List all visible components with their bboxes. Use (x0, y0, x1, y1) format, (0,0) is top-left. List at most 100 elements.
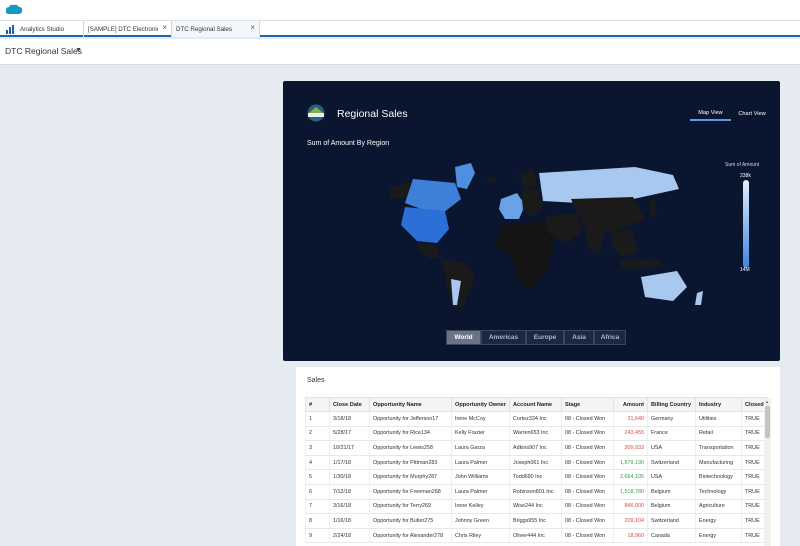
close-icon[interactable]: × (250, 23, 255, 32)
table-row[interactable]: 8 1/16/18 Opportunity for Butler275 Johnny … (305, 513, 768, 529)
column-header[interactable]: Industry (695, 397, 742, 412)
table-cell: 1,879,190 (613, 455, 648, 471)
region-central-asia (571, 197, 645, 233)
table-cell: Oliver444 Inc (509, 528, 562, 544)
tab-label: DTC Regional Sales (176, 25, 233, 33)
table-cell: France (647, 426, 696, 442)
dtc-logo-icon (307, 104, 325, 122)
table-row[interactable]: 5 1/30/18 Opportunity for Murphy287 John Wi… (305, 469, 768, 485)
table-cell: 2,664,105 (613, 469, 648, 485)
world-choropleth-map[interactable] (383, 159, 723, 309)
region-button-world[interactable]: World (446, 330, 481, 345)
table-cell: TRUE (741, 440, 768, 456)
region-new-zealand (695, 291, 703, 305)
table-row[interactable]: 4 1/17/18 Opportunity for Pittman283 Laura … (305, 455, 768, 471)
table-cell: TRUE (741, 455, 768, 471)
widget-title: Sales (307, 377, 325, 384)
close-icon[interactable]: × (162, 23, 167, 32)
table-cell: 08 - Closed Won (561, 440, 614, 456)
table-cell: TRUE (741, 484, 768, 500)
region-usa (401, 207, 449, 243)
table-cell: 6 (305, 484, 330, 500)
table-cell: Opportunity for Murphy287 (369, 469, 452, 485)
legend-gradient-bar (743, 180, 749, 268)
table-cell: Belgium (647, 499, 696, 515)
table-row[interactable]: 6 7/12/18 Opportunity for Freeman268 Laura … (305, 484, 768, 500)
region-india (585, 229, 605, 255)
table-header-row: # Close Date Opportunity Name Opportunit… (305, 397, 768, 412)
legend-title: Sum of Amount (725, 162, 760, 168)
table-cell: Kelly Frazier (451, 426, 510, 442)
table-cell: 10/21/17 (329, 440, 370, 456)
table-cell: TRUE (741, 411, 768, 427)
scrollbar-thumb[interactable] (765, 406, 770, 438)
region-middle-east (545, 213, 583, 243)
region-button-africa[interactable]: Africa (594, 330, 626, 345)
region-button-europe[interactable]: Europe (526, 330, 564, 345)
column-header[interactable]: Stage (561, 397, 614, 412)
region-canada (405, 179, 461, 213)
table-cell: 08 - Closed Won (561, 411, 614, 427)
table-cell: 08 - Closed Won (561, 426, 614, 442)
column-header[interactable]: Close Date (329, 397, 370, 412)
table-cell: TRUE (741, 513, 768, 529)
table-cell: 243,455 (613, 426, 648, 442)
region-japan (649, 199, 657, 219)
table-cell: USA (647, 469, 696, 485)
table-cell: 3 (305, 440, 330, 456)
scroll-up-icon[interactable]: ▲ (765, 399, 769, 404)
column-header[interactable]: Billing Country (647, 397, 696, 412)
table-cell: Manufacturing (695, 455, 742, 471)
table-cell: Opportunity for Freeman268 (369, 484, 452, 500)
region-argentina (451, 279, 461, 305)
sales-table: # Close Date Opportunity Name Opportunit… (305, 397, 768, 544)
table-cell: 7 (305, 499, 330, 515)
salesforce-cloud-icon[interactable] (5, 4, 23, 16)
table-cell: 1/30/18 (329, 469, 370, 485)
column-header[interactable]: Opportunity Name (369, 397, 452, 412)
table-cell: Belgium (647, 484, 696, 500)
tab-map-view[interactable]: Map View (690, 107, 731, 121)
table-cell: 1 (305, 411, 330, 427)
table-cell: 7/12/18 (329, 484, 370, 500)
table-cell: Energy (695, 528, 742, 544)
tab-analytics-studio[interactable]: Analytics Studio (0, 21, 84, 37)
tab-chart-view[interactable]: Chart View (738, 111, 766, 117)
table-cell: TRUE (741, 426, 768, 442)
table-row[interactable]: 1 3/18/18 Opportunity for Jefferson17 Irene… (305, 411, 768, 427)
table-cell: 08 - Closed Won (561, 484, 614, 500)
table-cell: Opportunity for Butler275 (369, 513, 452, 529)
map-subtitle: Sum of Amount By Region (307, 140, 390, 147)
table-cell: Agriculture (695, 499, 742, 515)
tab-label: [SAMPLE] DTC Electronics S... (88, 25, 158, 33)
column-header[interactable]: Amount (613, 397, 648, 412)
region-se-asia (611, 229, 639, 257)
region-button-americas[interactable]: Americas (481, 330, 526, 345)
table-cell: Warren653 Inc (509, 426, 562, 442)
region-australia (641, 271, 687, 301)
table-row[interactable]: 2 5/28/17 Opportunity for Rice134 Kelly Fra… (305, 426, 768, 442)
table-row[interactable]: 9 2/24/18 Opportunity for Alexander278 Chri… (305, 528, 768, 544)
chevron-down-icon[interactable]: ▼ (75, 47, 82, 54)
region-button-asia[interactable]: Asia (564, 330, 594, 345)
table-scrollbar[interactable]: ▲ (764, 398, 771, 546)
table-cell: Germany (647, 411, 696, 427)
table-cell: 21,640 (613, 411, 648, 427)
table-row[interactable]: 3 10/21/17 Opportunity for Lewis258 Laura G… (305, 440, 768, 456)
table-cell: Technology (695, 484, 742, 500)
region-africa (495, 221, 555, 289)
column-header[interactable]: # (305, 397, 330, 412)
region-toggle-group: World Americas Europe Asia Africa (446, 330, 626, 345)
dashboard-header: DTC Regional Sales ▼ (0, 39, 800, 65)
table-cell: Robinson801 Inc (509, 484, 562, 500)
table-cell: Switzerland (647, 455, 696, 471)
table-cell: Energy (695, 513, 742, 529)
column-header[interactable]: Account Name (509, 397, 562, 412)
table-cell: 3/16/18 (329, 499, 370, 515)
table-cell: 2/24/18 (329, 528, 370, 544)
tab-dtc-regional-sales[interactable]: DTC Regional Sales × (172, 21, 260, 37)
table-row[interactable]: 7 3/16/18 Opportunity for Terry269 Irene Ke… (305, 499, 768, 515)
column-header[interactable]: Opportunity Owner (451, 397, 510, 412)
tab-dtc-electronics[interactable]: [SAMPLE] DTC Electronics S... × (84, 21, 172, 37)
table-cell: Laura Palmer (451, 484, 510, 500)
